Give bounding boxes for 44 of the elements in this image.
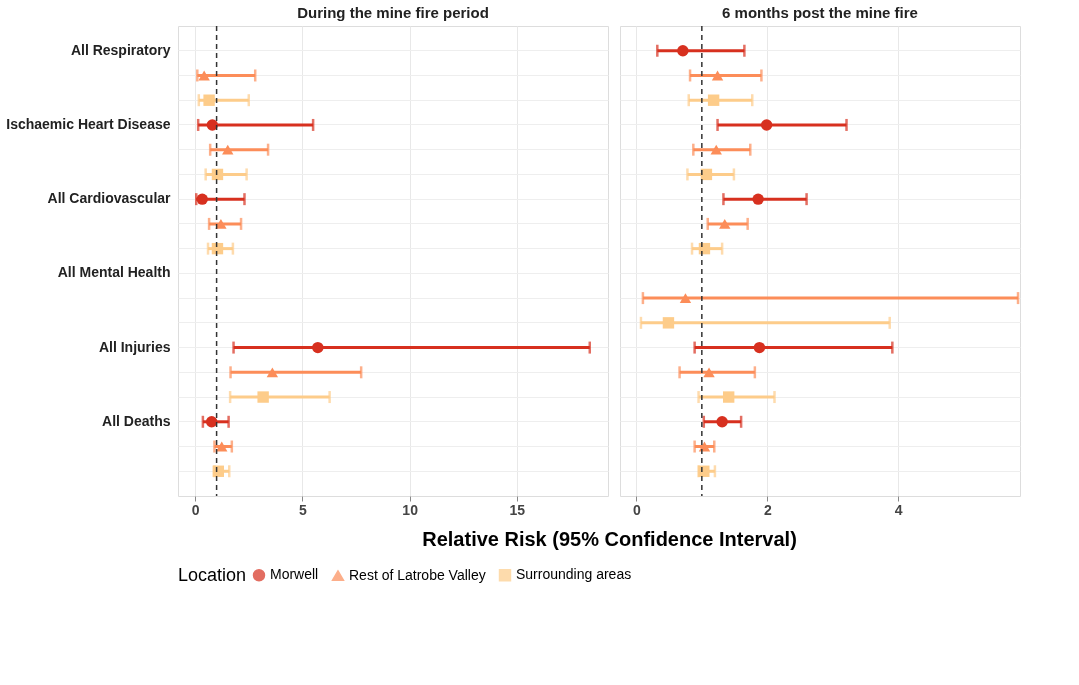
point: [215, 218, 227, 229]
x-axis-title: Relative Risk (95% Confidence Interval): [422, 527, 797, 550]
point: [703, 367, 715, 378]
y-tick-label: All Mental Health: [57, 264, 171, 281]
chart-title: 6 months post the mine fire: [722, 4, 918, 22]
point: [662, 317, 675, 329]
point: [719, 218, 731, 229]
point: [722, 391, 735, 403]
point: [753, 341, 766, 354]
point: [206, 119, 219, 131]
x-tick-label: 2: [763, 501, 772, 518]
chart-title: During the mine fire period: [297, 4, 489, 22]
point: [312, 341, 324, 354]
y-tick-label: All Injuries: [98, 338, 171, 355]
point: [711, 70, 724, 81]
point: [196, 193, 208, 205]
x-tick-label: 15: [509, 501, 526, 518]
point: [707, 94, 720, 106]
legend-label: Rest of Latrobe Valley: [349, 566, 486, 583]
y-tick-label: Ischaemic Heart Disease: [6, 115, 171, 132]
x-tick-label: 4: [894, 501, 903, 518]
point: [679, 293, 692, 304]
point: [205, 416, 218, 428]
point: [716, 416, 728, 428]
x-tick-label: 5: [298, 501, 307, 518]
point: [677, 45, 689, 57]
legend-label: Morwell: [270, 566, 319, 583]
y-tick-label: All Respiratory: [70, 41, 171, 58]
point: [222, 144, 234, 155]
y-tick-label: All Cardiovascular: [47, 190, 172, 207]
x-tick-label: 0: [632, 501, 641, 518]
point: [752, 193, 764, 205]
point: [198, 70, 210, 81]
y-tick-label: All Deaths: [102, 412, 171, 429]
point: [710, 144, 722, 155]
x-tick-label: 10: [402, 501, 419, 518]
point: [266, 367, 279, 378]
point: [216, 441, 228, 452]
legend-title: Location: [178, 565, 247, 585]
legend-label: Surrounding areas: [516, 566, 632, 583]
point: [760, 119, 773, 131]
point: [203, 94, 215, 106]
x-tick-label: 0: [191, 501, 200, 518]
point: [257, 391, 269, 403]
